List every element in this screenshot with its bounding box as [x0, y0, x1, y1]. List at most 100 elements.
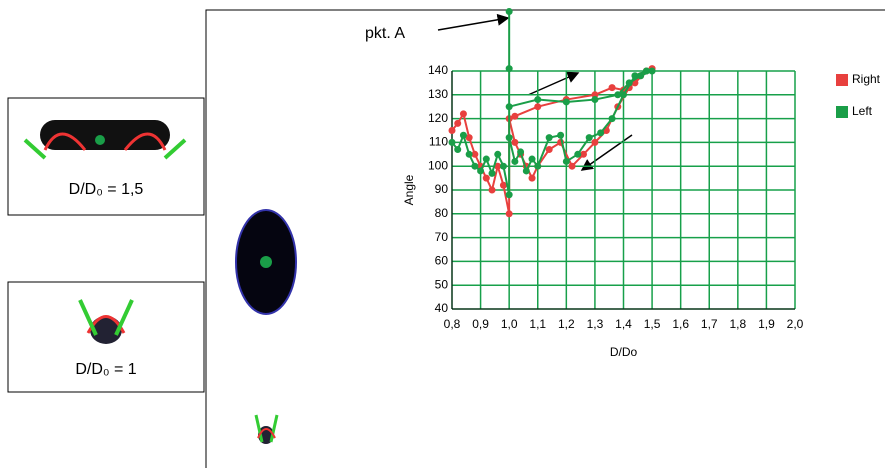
point	[482, 174, 490, 182]
x-tick-label: 1,9	[758, 317, 775, 331]
point	[499, 162, 507, 170]
point	[505, 134, 513, 142]
point	[562, 157, 570, 165]
y-tick-label: 110	[429, 135, 448, 149]
point	[459, 131, 467, 139]
caption: D/D₀ = 1,5	[69, 181, 144, 198]
point	[511, 112, 519, 120]
x-tick-label: 1,3	[587, 317, 604, 331]
panel-box	[7, 97, 205, 216]
legend-label: Left	[852, 104, 873, 118]
point	[477, 167, 485, 175]
tangent	[23, 138, 187, 160]
legend-swatch	[836, 106, 848, 118]
arrow	[527, 71, 580, 96]
point	[511, 157, 519, 165]
point	[528, 174, 536, 182]
caption: D/D₀ = 1	[75, 361, 136, 378]
point	[448, 138, 456, 146]
point	[459, 110, 467, 118]
tangent	[254, 414, 279, 443]
point	[511, 138, 519, 146]
point	[534, 96, 542, 104]
point	[471, 150, 479, 158]
point	[517, 148, 525, 156]
x-tick-label: 1,1	[529, 317, 546, 331]
point	[597, 129, 605, 137]
point	[505, 191, 513, 199]
point	[528, 155, 536, 163]
y-tick-label: 90	[435, 182, 449, 196]
x-tick-label: 0,9	[472, 317, 489, 331]
point	[471, 162, 479, 170]
panel-box	[7, 281, 205, 393]
point	[494, 150, 502, 158]
point	[488, 169, 496, 177]
y-tick-label: 60	[435, 254, 449, 268]
y-tick-label: 130	[428, 87, 448, 101]
contour	[43, 132, 167, 151]
x-tick-label: 2,0	[787, 317, 804, 331]
x-tick-label: 1,5	[644, 317, 661, 331]
x-tick-label: 1,4	[615, 317, 632, 331]
point	[534, 162, 542, 170]
point	[585, 134, 593, 142]
x-tick-label: 1,2	[558, 317, 575, 331]
point	[465, 134, 473, 142]
panel-border	[205, 9, 885, 468]
x-tick-label: 1,0	[501, 317, 518, 331]
legend-label: Right	[852, 72, 881, 86]
center	[260, 256, 272, 268]
y-tick-label: 140	[428, 63, 448, 77]
point	[579, 150, 587, 158]
point	[562, 98, 570, 106]
point	[505, 65, 513, 73]
point	[505, 103, 513, 111]
point	[631, 72, 639, 80]
point	[534, 103, 542, 111]
y-tick-label: 50	[435, 277, 449, 291]
point	[608, 115, 616, 123]
point	[505, 8, 513, 15]
point	[522, 167, 530, 175]
droplet	[40, 120, 170, 150]
point	[488, 186, 496, 194]
legend-swatch	[836, 74, 848, 86]
point	[625, 79, 633, 87]
point	[545, 134, 553, 142]
point	[505, 210, 513, 218]
point	[568, 162, 576, 170]
point	[642, 67, 650, 75]
x-axis-label: D/Do	[610, 345, 638, 359]
center	[95, 135, 105, 145]
x-tick-label: 1,6	[672, 317, 689, 331]
point	[465, 150, 473, 158]
y-tick-label: 40	[435, 301, 449, 315]
x-tick-label: 0,8	[444, 317, 461, 331]
point	[591, 138, 599, 146]
point	[448, 127, 456, 134]
point	[637, 72, 645, 80]
tangent	[78, 299, 134, 336]
point	[454, 146, 462, 154]
x-tick-label: 1,8	[729, 317, 746, 331]
point	[608, 84, 616, 92]
y-tick-label: 120	[428, 111, 448, 125]
point	[545, 146, 553, 154]
y-tick-label: 80	[435, 206, 449, 220]
point	[557, 131, 565, 139]
point	[614, 91, 622, 99]
y-axis-label: Angle	[402, 174, 416, 205]
point	[499, 181, 507, 189]
point	[494, 162, 502, 170]
point	[620, 91, 627, 99]
point	[591, 96, 599, 104]
y-tick-label: 100	[428, 158, 448, 172]
annotation: pkt. A	[365, 25, 405, 42]
droplet	[90, 316, 122, 344]
y-tick-label: 70	[435, 230, 449, 244]
point	[482, 155, 490, 163]
contour	[257, 428, 276, 439]
point	[454, 119, 462, 127]
